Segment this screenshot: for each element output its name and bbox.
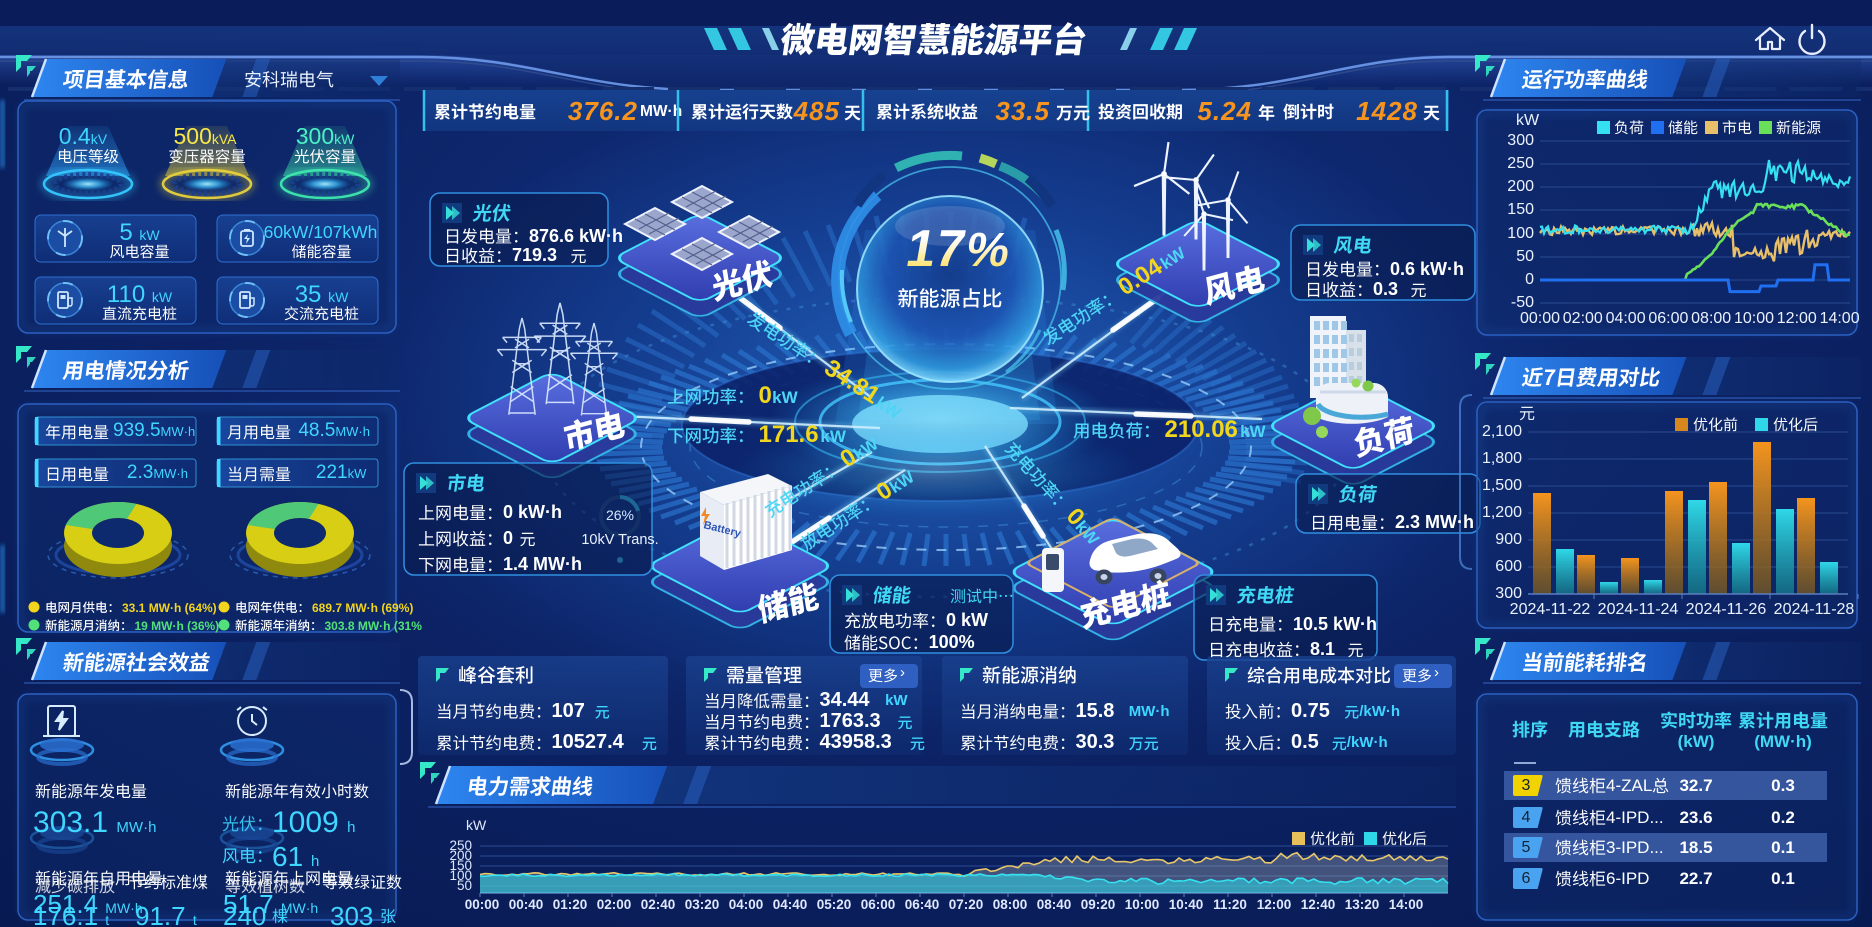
svg-text:34.81: 34.81	[819, 354, 884, 409]
svg-text:kW: kW	[820, 427, 846, 446]
svg-text:210.06: 210.06	[1165, 416, 1238, 443]
svg-text:%: %	[962, 223, 1014, 277]
svg-text:kW: kW	[772, 388, 798, 407]
svg-text:0: 0	[759, 382, 772, 409]
svg-text:171.6: 171.6	[759, 421, 819, 448]
svg-text:17: 17	[902, 220, 970, 278]
svg-text:kW: kW	[1240, 422, 1266, 441]
